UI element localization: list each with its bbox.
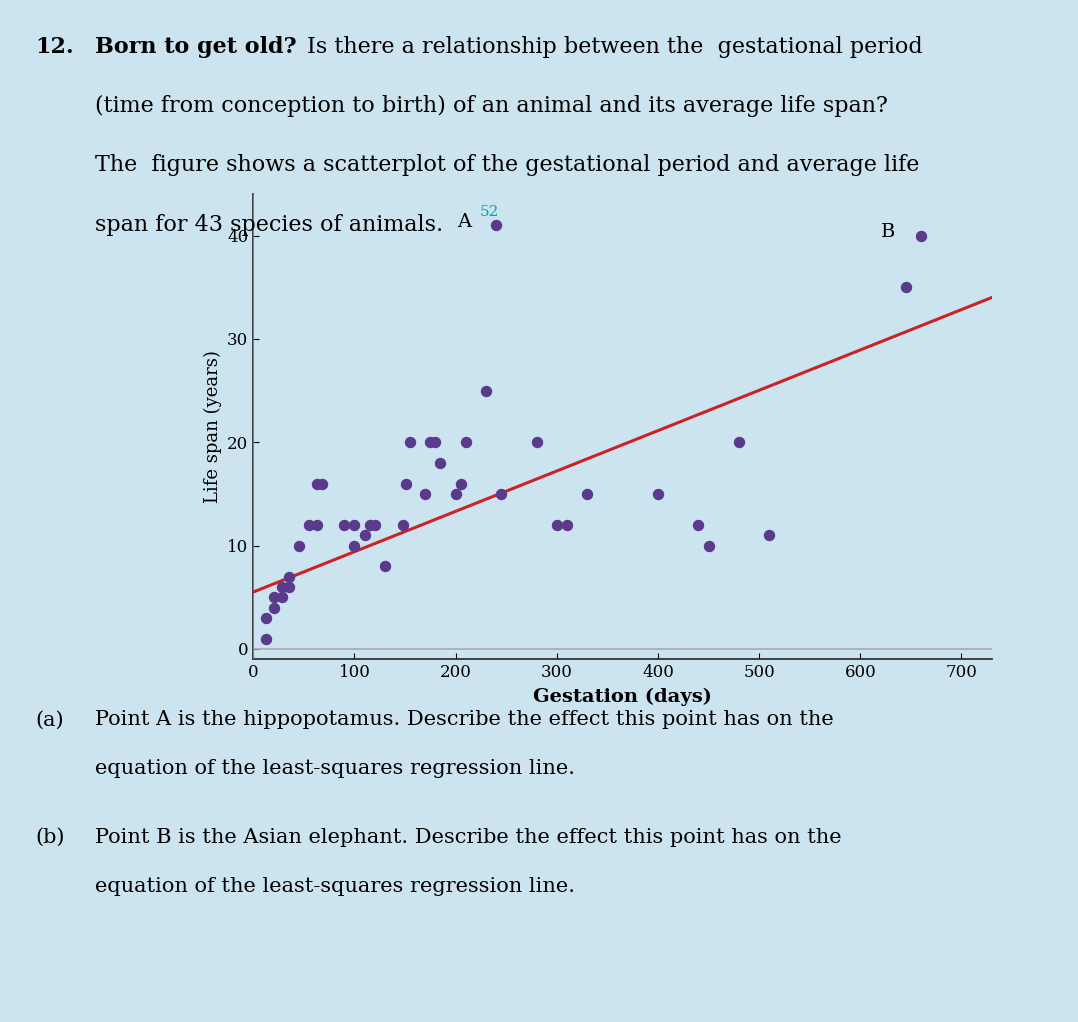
- Point: [897, 279, 914, 295]
- Point: [290, 538, 307, 554]
- Point: [308, 475, 326, 492]
- Point: [579, 485, 596, 502]
- Point: [361, 517, 378, 533]
- Text: B: B: [882, 224, 896, 241]
- Point: [258, 610, 275, 626]
- Text: 12.: 12.: [36, 36, 74, 58]
- Point: [427, 434, 444, 451]
- Point: [452, 475, 469, 492]
- Point: [301, 517, 318, 533]
- Point: [730, 434, 747, 451]
- Text: span for 43 species of animals.: span for 43 species of animals.: [95, 214, 443, 236]
- Point: [395, 517, 412, 533]
- Text: (b): (b): [36, 828, 65, 847]
- Point: [273, 589, 290, 605]
- Point: [528, 434, 545, 451]
- Text: Point B is the Asian elephant. Describe the effect this point has on the: Point B is the Asian elephant. Describe …: [95, 828, 842, 847]
- Point: [558, 517, 576, 533]
- Point: [398, 475, 415, 492]
- Point: [447, 485, 465, 502]
- Point: [265, 589, 282, 605]
- Point: [457, 434, 474, 451]
- Text: Born to get old?: Born to get old?: [95, 36, 296, 58]
- Point: [376, 558, 393, 574]
- Point: [367, 517, 384, 533]
- Point: [649, 485, 666, 502]
- Point: [478, 382, 495, 399]
- Point: [335, 517, 353, 533]
- Point: [308, 517, 326, 533]
- Point: [417, 485, 434, 502]
- Text: A: A: [457, 213, 471, 231]
- Text: equation of the least-squares regression line.: equation of the least-squares regression…: [95, 877, 575, 896]
- Point: [421, 434, 439, 451]
- Point: [273, 578, 290, 595]
- Text: 52: 52: [480, 205, 499, 220]
- Point: [912, 227, 929, 243]
- Point: [280, 568, 298, 585]
- Point: [549, 517, 566, 533]
- Point: [280, 578, 298, 595]
- Point: [314, 475, 331, 492]
- Text: The  figure shows a scatterplot of the gestational period and average life: The figure shows a scatterplot of the ge…: [95, 154, 920, 177]
- Point: [346, 517, 363, 533]
- Text: (a): (a): [36, 710, 65, 730]
- Point: [690, 517, 707, 533]
- Point: [700, 538, 717, 554]
- Text: equation of the least-squares regression line.: equation of the least-squares regression…: [95, 759, 575, 779]
- Text: Point A is the hippopotamus. Describe the effect this point has on the: Point A is the hippopotamus. Describe th…: [95, 710, 833, 730]
- Y-axis label: Life span (years): Life span (years): [204, 351, 222, 503]
- Text: Is there a relationship between the  gestational period: Is there a relationship between the gest…: [307, 36, 923, 58]
- X-axis label: Gestation (days): Gestation (days): [534, 688, 711, 706]
- Point: [493, 485, 510, 502]
- Point: [401, 434, 418, 451]
- Point: [487, 217, 505, 233]
- Point: [761, 527, 778, 544]
- Point: [258, 631, 275, 647]
- Point: [432, 455, 450, 471]
- Text: (time from conception to birth) of an animal and its average life span?: (time from conception to birth) of an an…: [95, 95, 888, 118]
- Point: [356, 527, 373, 544]
- Point: [346, 538, 363, 554]
- Point: [265, 599, 282, 615]
